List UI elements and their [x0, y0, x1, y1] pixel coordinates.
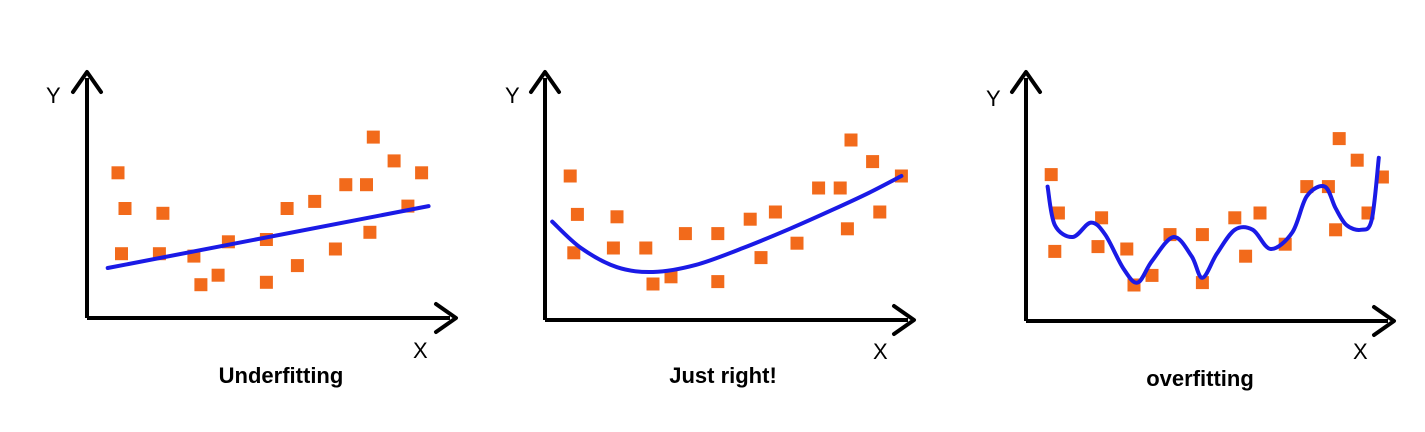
data-point [1048, 245, 1061, 258]
data-point [711, 275, 724, 288]
data-point [119, 202, 132, 215]
data-point [1254, 207, 1267, 220]
fit-curve-linear [108, 206, 429, 268]
data-point [755, 251, 768, 264]
data-point [1196, 228, 1209, 241]
panel-overfitting: Y X overfitting [986, 72, 1394, 391]
x-axis-label: X [873, 339, 888, 364]
data-point [841, 222, 854, 235]
data-point [679, 227, 692, 240]
data-point [367, 131, 380, 144]
data-point [834, 182, 847, 195]
data-point [866, 155, 879, 168]
data-point [339, 178, 352, 191]
data-point [744, 213, 757, 226]
y-axis-label: Y [986, 86, 1001, 111]
data-point [611, 210, 624, 223]
data-point [329, 243, 342, 256]
data-point [363, 226, 376, 239]
data-point [564, 170, 577, 183]
data-point [388, 154, 401, 167]
data-points [112, 131, 429, 292]
y-axis-label: Y [46, 83, 61, 108]
data-point [156, 207, 169, 220]
data-point [115, 247, 128, 260]
data-point [1092, 240, 1105, 253]
panel-title: Just right! [669, 363, 777, 388]
data-point [360, 178, 373, 191]
data-point [194, 278, 207, 291]
axes [531, 72, 914, 334]
panel-underfitting: Y X Underfitting [46, 72, 456, 388]
data-point [812, 182, 825, 195]
x-axis-label: X [413, 338, 428, 363]
data-point [571, 208, 584, 221]
data-point [291, 259, 304, 272]
data-point [260, 276, 273, 289]
data-point [415, 166, 428, 179]
data-point [1351, 154, 1364, 167]
data-point [1045, 168, 1058, 181]
panel-title: Underfitting [219, 363, 344, 388]
panel-title: overfitting [1146, 366, 1254, 391]
data-point [1239, 250, 1252, 263]
data-point [1329, 223, 1342, 236]
data-point [711, 227, 724, 240]
data-point [1120, 243, 1133, 256]
data-point [647, 278, 660, 291]
data-point [281, 202, 294, 215]
data-point [845, 134, 858, 147]
data-point [639, 242, 652, 255]
x-axis-label: X [1353, 339, 1368, 364]
data-point [308, 195, 321, 208]
data-point [607, 242, 620, 255]
data-point [769, 206, 782, 219]
y-axis-label: Y [505, 83, 520, 108]
axes [1012, 72, 1394, 335]
data-point [873, 206, 886, 219]
panel-just-right: Y X Just right! [505, 72, 914, 388]
data-point [112, 166, 125, 179]
data-point [791, 237, 804, 250]
data-point [1333, 132, 1346, 145]
data-point [212, 269, 225, 282]
data-point [1228, 211, 1241, 224]
